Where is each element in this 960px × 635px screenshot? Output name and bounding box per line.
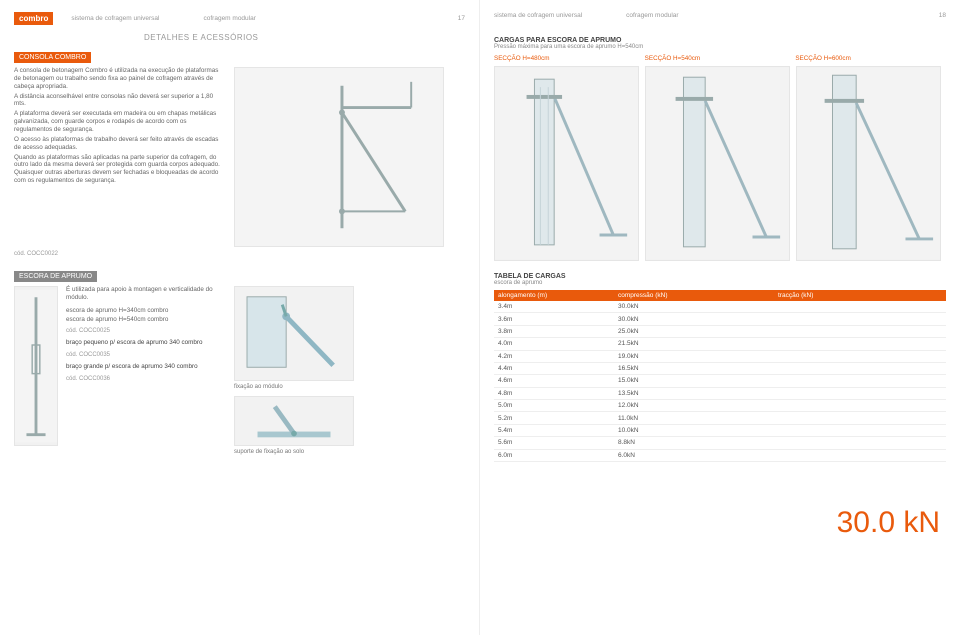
seccao-figure (796, 66, 941, 261)
cell-alongamento: 5.6m (498, 439, 618, 446)
escora-title: ESCORA DE APRUMO (14, 271, 97, 282)
consola-figure (234, 67, 444, 247)
cell-compressao: 30.0kN (618, 303, 778, 310)
consola-p: A consola de betonagem Combro é utilizad… (14, 67, 224, 91)
escora-text: É utilizada para apoio à montagen e vert… (66, 286, 226, 455)
page-right: sistema de cofragem universal cofragem m… (480, 0, 960, 635)
page-subtitle: DETALHES E ACESSÓRIOS (144, 33, 465, 42)
cell-alongamento: 3.6m (498, 316, 618, 323)
brand-logo: combro (14, 12, 53, 25)
cell-compressao: 19.0kN (618, 353, 778, 360)
table-row: 3.6m30.0kN (494, 313, 946, 325)
cell-compressao: 16.5kN (618, 365, 778, 372)
table-row: 5.4m10.0kN (494, 425, 946, 437)
hdr-mod: cofragem modular (204, 15, 256, 22)
header-left: combro sistema de cofragem universal cof… (14, 12, 465, 25)
tabela-header: alongamento (m) compressão (kN) tracção … (494, 290, 946, 301)
cell-compressao: 12.0kN (618, 402, 778, 409)
tabela-col-header: tracção (kN) (778, 292, 868, 299)
hdr-sys: sistema de cofragem universal (71, 15, 159, 22)
cell-compressao: 15.0kN (618, 377, 778, 384)
fixation-stack: fixação ao módulo suporte de fixação ao … (234, 286, 354, 455)
consola-p: A distância aconselhável entre consolas … (14, 93, 224, 109)
cell-compressao: 10.0kN (618, 427, 778, 434)
seccao-figure (645, 66, 790, 261)
cell-compressao: 6.0kN (618, 452, 778, 459)
table-row: 3.4m30.0kN (494, 301, 946, 313)
consola-text: A consola de betonagem Combro é utilizad… (14, 67, 224, 247)
table-row: 5.2m11.0kN (494, 412, 946, 424)
tabela-section: TABELA DE CARGAS escora de aprumo alonga… (494, 273, 946, 462)
tabela-subtitle: escora de aprumo (494, 280, 946, 286)
cell-compressao: 8.8kN (618, 439, 778, 446)
cargas-title: CARGAS PARA ESCORA DE APRUMO (494, 37, 946, 44)
cell-compressao: 25.0kN (618, 328, 778, 335)
table-row: 5.6m8.8kN (494, 437, 946, 449)
fix-solo-caption: suporte de fixação ao solo (234, 449, 354, 455)
escora-code: cód. COCC0035 (66, 352, 226, 360)
big-traccao-value: 30.0 kN (837, 506, 940, 540)
table-row: 6.0m6.0kN (494, 450, 946, 462)
cell-alongamento: 4.2m (498, 353, 618, 360)
consola-title: CONSOLA COMBRO (14, 52, 91, 63)
cell-alongamento: 5.4m (498, 427, 618, 434)
table-row: 4.4m16.5kN (494, 363, 946, 375)
table-row: 5.0m12.0kN (494, 400, 946, 412)
cargas-section: CARGAS PARA ESCORA DE APRUMO Pressão máx… (494, 37, 946, 261)
consola-p: O acesso às plataformas de trabalho deve… (14, 136, 224, 152)
consola-p: A plataforma deverá ser executada em mad… (14, 110, 224, 134)
table-row: 4.6m15.0kN (494, 375, 946, 387)
cell-alongamento: 6.0m (498, 452, 618, 459)
cell-alongamento: 5.2m (498, 415, 618, 422)
table-row: 3.8m25.0kN (494, 326, 946, 338)
page-number-left: 17 (458, 15, 465, 22)
cell-alongamento: 4.4m (498, 365, 618, 372)
cell-alongamento: 4.8m (498, 390, 618, 397)
fix-module-caption: fixação ao módulo (234, 384, 354, 390)
header-right: sistema de cofragem universal cofragem m… (494, 12, 946, 19)
page-number-right: 18 (939, 12, 946, 19)
escora-figure (14, 286, 58, 446)
escora-item: escora de aprumo H=340cm combro (66, 307, 226, 315)
table-row: 4.2m19.0kN (494, 351, 946, 363)
seccao-figure (494, 66, 639, 261)
section-figures (494, 66, 946, 261)
consola-section: CONSOLA COMBRO A consola de betonagem Co… (14, 52, 465, 257)
cell-compressao: 11.0kN (618, 415, 778, 422)
cargas-subtitle: Pressão máxima para uma escora de aprumo… (494, 44, 946, 50)
tabela-rows: 3.4m30.0kN3.6m30.0kN3.8m25.0kN4.0m21.5kN… (494, 301, 946, 462)
escora-item: escora de aprumo H=540cm combro (66, 316, 226, 324)
table-row: 4.0m21.5kN (494, 338, 946, 350)
section-labels: SECÇÃO H=480cm SECÇÃO H=540cm SECÇÃO H=6… (494, 55, 946, 62)
escora-code: cód. COCC0036 (66, 376, 226, 384)
hdr-sys-r: sistema de cofragem universal (494, 12, 582, 19)
escora-lead: É utilizada para apoio à montagen e vert… (66, 286, 226, 302)
tabela-title: TABELA DE CARGAS (494, 273, 946, 280)
consola-code: cód. COCC0022 (14, 251, 465, 257)
consola-p: Quando as plataformas são aplicadas na p… (14, 154, 224, 185)
cell-alongamento: 5.0m (498, 402, 618, 409)
cell-compressao: 21.5kN (618, 340, 778, 347)
escora-item: braço pequeno p/ escora de aprumo 340 co… (66, 339, 203, 346)
tabela-col-header: compressão (kN) (618, 292, 778, 299)
cell-compressao: 13.5kN (618, 390, 778, 397)
escora-code: cód. COCC0025 (66, 328, 226, 336)
page-left: combro sistema de cofragem universal cof… (0, 0, 480, 635)
table-row: 4.8m13.5kN (494, 388, 946, 400)
tabela-col-header: alongamento (m) (498, 292, 618, 299)
cell-alongamento: 4.6m (498, 377, 618, 384)
cell-alongamento: 3.8m (498, 328, 618, 335)
escora-item: braço grande p/ escora de aprumo 340 com… (66, 363, 198, 370)
fixation-module-figure (234, 286, 354, 381)
cell-compressao: 30.0kN (618, 316, 778, 323)
cell-alongamento: 3.4m (498, 303, 618, 310)
seccao-label: SECÇÃO H=480cm (494, 55, 645, 62)
cell-alongamento: 4.0m (498, 340, 618, 347)
seccao-label: SECÇÃO H=540cm (645, 55, 796, 62)
seccao-label: SECÇÃO H=600cm (795, 55, 946, 62)
fixation-ground-figure (234, 396, 354, 446)
escora-section: ESCORA DE APRUMO É utilizada para apoio … (14, 271, 465, 455)
hdr-mod-r: cofragem modular (626, 12, 678, 19)
